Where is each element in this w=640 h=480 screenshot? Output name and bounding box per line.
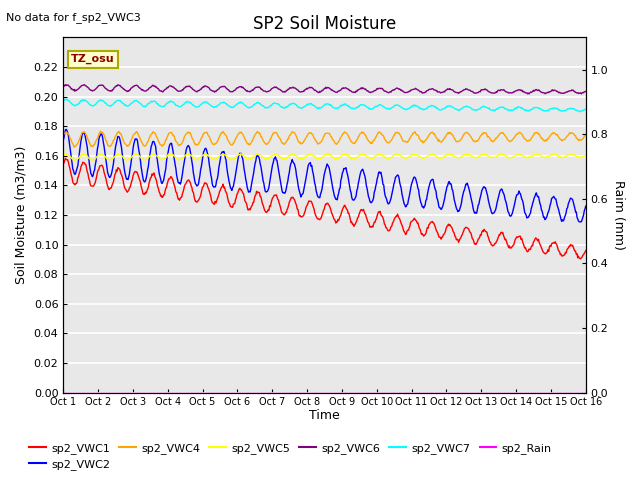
sp2_VWC2 xyxy=(204,152,212,158)
sp2_Rain xyxy=(403,390,411,396)
sp2_VWC5 xyxy=(124,157,131,163)
sp2_VWC2 xyxy=(576,219,584,225)
sp2_VWC4 xyxy=(70,144,78,150)
sp2_VWC2 xyxy=(388,189,396,194)
sp2_VWC7 xyxy=(388,105,396,110)
sp2_Rain xyxy=(69,390,77,396)
Line: sp2_VWC2: sp2_VWC2 xyxy=(63,130,586,222)
sp2_VWC6 xyxy=(124,89,131,95)
sp2_VWC1 xyxy=(61,156,69,161)
sp2_VWC4 xyxy=(205,133,212,139)
sp2_VWC7 xyxy=(177,104,184,109)
sp2_VWC7 xyxy=(60,98,67,104)
Title: SP2 Soil Moisture: SP2 Soil Moisture xyxy=(253,15,396,33)
sp2_VWC5 xyxy=(388,154,396,159)
Y-axis label: Raim (mm): Raim (mm) xyxy=(612,180,625,250)
sp2_VWC7 xyxy=(62,96,70,102)
sp2_VWC1 xyxy=(577,256,584,262)
sp2_VWC2 xyxy=(60,138,67,144)
sp2_VWC2 xyxy=(62,127,70,132)
sp2_VWC7 xyxy=(582,107,589,112)
sp2_VWC5 xyxy=(60,153,67,159)
Line: sp2_VWC4: sp2_VWC4 xyxy=(63,131,586,147)
sp2_VWC1 xyxy=(582,248,589,253)
sp2_VWC1 xyxy=(204,185,212,191)
sp2_VWC4 xyxy=(60,133,67,139)
sp2_VWC2 xyxy=(404,201,412,207)
sp2_VWC6 xyxy=(388,88,396,94)
sp2_VWC2 xyxy=(124,176,131,181)
sp2_VWC5 xyxy=(582,152,589,158)
sp2_VWC1 xyxy=(70,180,77,186)
sp2_VWC6 xyxy=(582,89,589,95)
sp2_VWC6 xyxy=(177,88,184,94)
sp2_VWC4 xyxy=(69,141,77,146)
sp2_Rain xyxy=(204,390,211,396)
sp2_VWC6 xyxy=(204,84,212,90)
sp2_VWC6 xyxy=(524,91,531,97)
sp2_VWC7 xyxy=(124,103,131,108)
sp2_VWC1 xyxy=(388,220,396,226)
sp2_VWC2 xyxy=(70,168,77,173)
sp2_VWC4 xyxy=(389,134,397,140)
sp2_VWC7 xyxy=(576,109,584,115)
sp2_VWC2 xyxy=(582,203,589,209)
Text: TZ_osu: TZ_osu xyxy=(71,54,115,64)
sp2_Rain xyxy=(60,390,67,396)
sp2_Rain xyxy=(388,390,396,396)
sp2_VWC6 xyxy=(60,84,67,90)
sp2_VWC5 xyxy=(404,155,412,160)
sp2_Rain xyxy=(582,390,589,396)
sp2_VWC5 xyxy=(71,158,79,164)
Line: sp2_VWC5: sp2_VWC5 xyxy=(63,154,586,161)
sp2_VWC5 xyxy=(550,151,558,156)
sp2_VWC2 xyxy=(177,181,184,187)
sp2_VWC4 xyxy=(97,128,104,134)
sp2_VWC1 xyxy=(177,196,184,202)
sp2_VWC1 xyxy=(60,162,67,168)
sp2_VWC4 xyxy=(177,142,185,147)
sp2_VWC5 xyxy=(177,156,184,162)
sp2_Rain xyxy=(123,390,131,396)
Line: sp2_VWC7: sp2_VWC7 xyxy=(63,99,586,112)
sp2_VWC7 xyxy=(204,100,212,106)
X-axis label: Time: Time xyxy=(309,409,340,422)
Line: sp2_VWC6: sp2_VWC6 xyxy=(63,84,586,94)
sp2_VWC1 xyxy=(124,189,131,195)
sp2_VWC7 xyxy=(70,102,77,108)
sp2_VWC5 xyxy=(69,156,77,162)
sp2_VWC6 xyxy=(404,89,412,95)
sp2_VWC6 xyxy=(69,87,77,93)
Line: sp2_VWC1: sp2_VWC1 xyxy=(63,158,586,259)
sp2_VWC4 xyxy=(404,138,412,144)
Legend: sp2_VWC1, sp2_VWC2, sp2_VWC4, sp2_VWC5, sp2_VWC6, sp2_VWC7, sp2_Rain: sp2_VWC1, sp2_VWC2, sp2_VWC4, sp2_VWC5, … xyxy=(25,438,556,474)
Y-axis label: Soil Moisture (m3/m3): Soil Moisture (m3/m3) xyxy=(15,146,28,284)
sp2_VWC7 xyxy=(404,106,412,112)
sp2_VWC1 xyxy=(404,228,412,233)
Text: No data for f_sp2_VWC3: No data for f_sp2_VWC3 xyxy=(6,12,141,23)
sp2_VWC5 xyxy=(204,152,212,158)
sp2_VWC4 xyxy=(582,132,589,137)
sp2_VWC6 xyxy=(81,82,88,87)
sp2_VWC4 xyxy=(124,144,132,149)
sp2_Rain xyxy=(176,390,184,396)
